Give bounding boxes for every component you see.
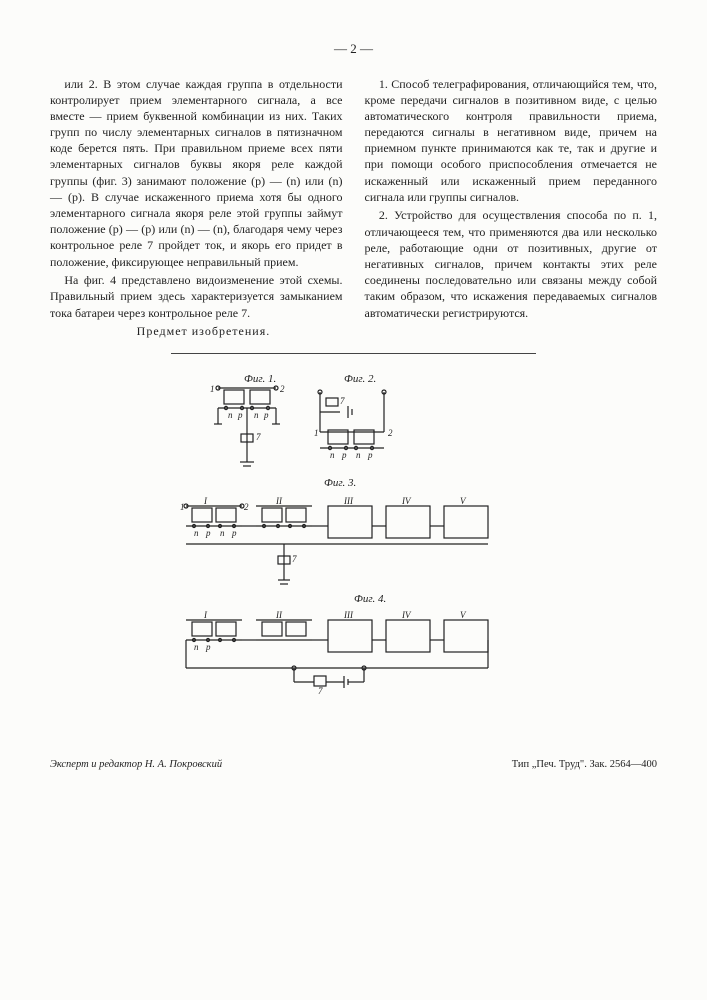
claim-2: 2. Устройство для осуществления способа …	[365, 207, 658, 320]
fig1-lbl-2: 2	[280, 384, 285, 394]
footer-left: Эксперт и редактор Н. А. Покровский	[50, 758, 222, 772]
svg-text:I: I	[203, 610, 208, 620]
fig1-label: Фиг. 1.	[244, 373, 276, 385]
fig2-p2: p	[367, 450, 373, 460]
svg-text:n: n	[220, 528, 225, 538]
fig1-n1: n	[228, 410, 233, 420]
fig1-p1: p	[237, 410, 243, 420]
para-left-2: На фиг. 4 представлено видоизменение это…	[50, 272, 343, 321]
svg-text:IV: IV	[401, 496, 412, 506]
svg-text:I: I	[203, 496, 208, 506]
fig1-p2: p	[263, 410, 269, 420]
fig2-label: Фиг. 2.	[344, 373, 376, 385]
fig4-seven: 7	[318, 686, 323, 696]
footer: Эксперт и редактор Н. А. Покровский Тип …	[50, 758, 657, 772]
page-number: — 2 —	[50, 40, 657, 58]
fig1-n2: n	[254, 410, 259, 420]
svg-text:II: II	[275, 610, 283, 620]
fig2-seven: 7	[340, 396, 345, 406]
fig2-n2: n	[356, 450, 361, 460]
fig2-lbl-2: 2	[388, 428, 393, 438]
svg-text:n: n	[194, 528, 199, 538]
fig2-p1: p	[341, 450, 347, 460]
fig3-groups: I 1 2 n p n p II III IV V	[180, 496, 488, 538]
fig1-lbl-1: 1	[210, 384, 215, 394]
fig3-label: Фиг. 3.	[324, 477, 356, 489]
svg-text:V: V	[460, 496, 467, 506]
footer-right: Тип „Печ. Труд". Зак. 2564—400	[512, 758, 657, 772]
fig4-groups: I n p II III IV V	[186, 610, 488, 652]
claim-1: 1. Способ телеграфирования, отличающийся…	[365, 76, 658, 206]
fig2-lbl-1: 1	[314, 428, 319, 438]
svg-text:IV: IV	[401, 610, 412, 620]
fig3-seven: 7	[292, 554, 297, 564]
fig1-seven: 7	[256, 432, 261, 442]
svg-text:III: III	[343, 496, 354, 506]
svg-text:1: 1	[180, 502, 185, 512]
svg-text:p: p	[205, 528, 211, 538]
svg-text:n: n	[194, 642, 199, 652]
para-left-1: или 2. В этом случае каждая группа в отд…	[50, 76, 343, 270]
fig4-label: Фиг. 4.	[354, 593, 386, 605]
claims-title: Предмет изобретения.	[50, 323, 343, 339]
svg-text:p: p	[231, 528, 237, 538]
svg-text:2: 2	[244, 502, 249, 512]
svg-text:II: II	[275, 496, 283, 506]
separator-rule	[171, 353, 535, 354]
body-columns: или 2. В этом случае каждая группа в отд…	[50, 76, 657, 340]
svg-text:V: V	[460, 610, 467, 620]
fig2-n1: n	[330, 450, 335, 460]
svg-text:III: III	[343, 610, 354, 620]
svg-text:p: p	[205, 642, 211, 652]
circuit-diagram: Фиг. 1. 1 2 n p n p 7 Фиг. 2.	[144, 368, 564, 708]
